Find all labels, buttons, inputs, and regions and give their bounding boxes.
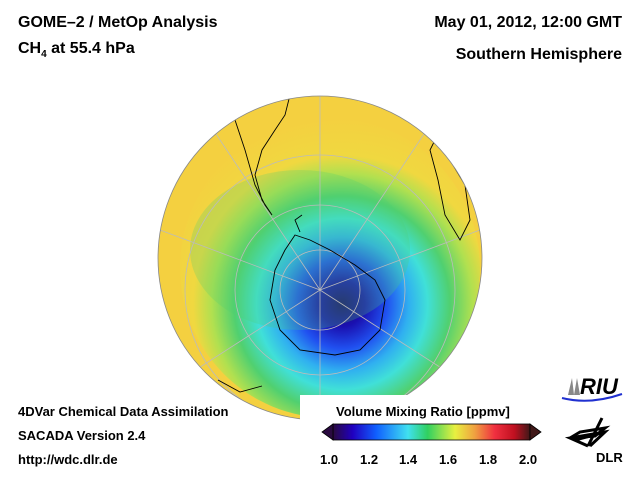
title: GOME–2 / MetOp Analysis <box>18 14 218 31</box>
riu-logo-text: RIU <box>580 374 618 399</box>
globe <box>158 96 482 420</box>
tick-label: 2.0 <box>519 452 538 467</box>
level: at 55.4 hPa <box>46 40 135 57</box>
graticule <box>159 96 481 420</box>
coastlines <box>217 96 471 393</box>
species-level: CH4 at 55.4 hPa <box>18 40 135 60</box>
tick-label: 1.6 <box>439 452 458 467</box>
tick-label: 1.4 <box>399 452 418 467</box>
footer-line1: 4DVar Chemical Data Assimilation <box>18 404 229 419</box>
tick-label: 1.2 <box>360 452 379 467</box>
colorbar-title: Volume Mixing Ratio [ppmv] <box>336 404 510 419</box>
dlr-logo-text: DLR <box>596 450 623 465</box>
species-subscript: 4 <box>41 49 47 61</box>
footer-line2: SACADA Version 2.4 <box>18 428 146 443</box>
tick-label: 1.0 <box>320 452 339 467</box>
colorbar <box>321 423 542 441</box>
datetime: May 01, 2012, 12:00 GMT <box>434 14 622 31</box>
riu-logo-icon <box>561 378 623 402</box>
region: Southern Hemisphere <box>455 46 622 63</box>
tick-label: 1.8 <box>479 452 498 467</box>
dlr-logo-icon <box>564 417 611 448</box>
species: CH <box>18 40 42 57</box>
footer-url[interactable]: http://wdc.dlr.de <box>18 452 118 467</box>
